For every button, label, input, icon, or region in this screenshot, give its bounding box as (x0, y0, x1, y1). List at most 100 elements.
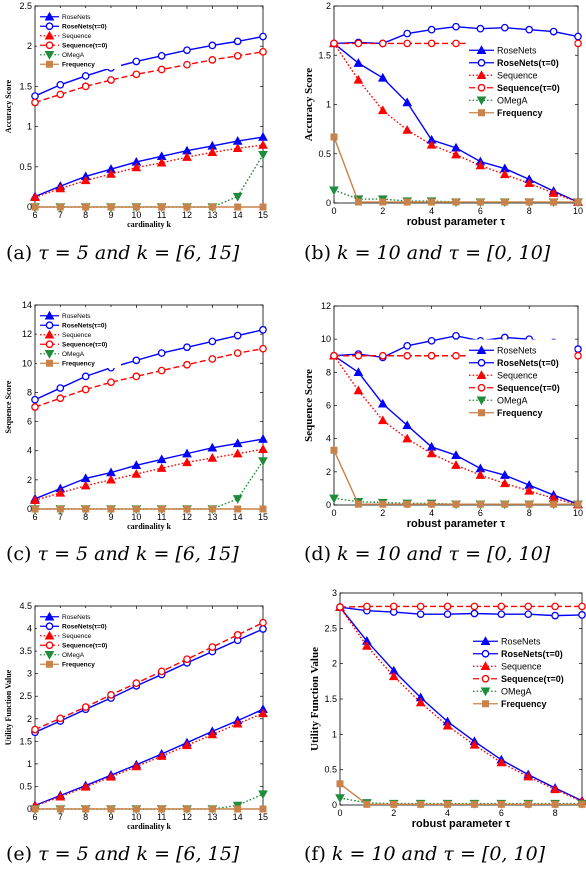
legend-label: Frequency (501, 699, 547, 709)
data-point (524, 800, 532, 808)
legend-label: Sequence(τ=0) (62, 342, 107, 349)
series-line-6 (339, 783, 582, 805)
legend-label: OMegA (501, 686, 532, 696)
x-tick-label: 14 (233, 210, 243, 220)
data-point (501, 198, 509, 206)
data-point (524, 485, 535, 495)
data-point (234, 505, 242, 513)
data-point (132, 57, 141, 66)
panel-caption: (c) τ = 5 and k = [6, 15] (6, 543, 239, 565)
legend-marker (480, 661, 491, 670)
data-point (232, 143, 243, 153)
data-point (233, 37, 242, 46)
legend-label: Sequence(τ=0) (497, 83, 560, 93)
data-point (403, 39, 412, 48)
legend-marker (476, 96, 487, 106)
legend-marker (44, 310, 55, 320)
data-point (330, 351, 338, 360)
data-point (259, 625, 267, 633)
data-point (131, 468, 142, 478)
series-line-4 (34, 51, 264, 104)
data-point (402, 125, 413, 134)
data-point (497, 610, 506, 619)
caption-label: (d) (304, 543, 337, 565)
data-point (525, 500, 533, 508)
data-point (208, 203, 216, 211)
data-point (353, 74, 364, 84)
legend-label: OMegA (497, 395, 528, 405)
panel-caption: (b) k = 10 and τ = [0, 10] (304, 242, 551, 264)
data-point (80, 480, 91, 490)
series-line-4 (34, 622, 264, 731)
data-point (56, 714, 65, 723)
data-point (258, 434, 268, 443)
legend-marker (476, 45, 487, 54)
legend-label: RoseNets(τ=0) (62, 624, 107, 631)
y-tick-label: 8 (27, 387, 32, 397)
data-point (259, 805, 267, 813)
y-tick-label: 8 (326, 367, 331, 377)
x-tick-label: 8 (527, 508, 532, 518)
data-point (426, 139, 437, 149)
data-point (377, 398, 388, 408)
data-point (107, 805, 115, 813)
data-point (82, 505, 90, 513)
data-point (476, 198, 484, 206)
data-point (183, 46, 191, 55)
series-line-2 (339, 606, 583, 617)
x-tick-label: 9 (108, 512, 113, 522)
legend-label: RoseNets (62, 14, 91, 21)
legend-label: Frequency (497, 108, 543, 118)
x-tick-label: 15 (258, 512, 268, 522)
y-tick-label: 10 (22, 358, 32, 368)
data-point (55, 487, 66, 497)
y-tick-label: 1.5 (19, 736, 32, 746)
x-tick-label: 2 (380, 206, 385, 216)
data-point (403, 351, 412, 360)
legend-label: Frequency (62, 62, 95, 69)
data-point (329, 186, 339, 196)
chart-panel-6: 0 2 4 6 8 0 0.5 1 1.5 2 2.5 3 robust parameter τ Util… (304, 588, 586, 865)
x-tick-label: 9 (108, 210, 113, 220)
x-tick-label: 9 (108, 812, 113, 822)
data-point (336, 603, 344, 611)
legend-marker (45, 41, 54, 50)
data-point (183, 360, 191, 369)
data-point (354, 351, 363, 360)
series-line-1 (34, 438, 264, 500)
legend-marker (481, 674, 490, 683)
data-point (574, 500, 582, 508)
data-point (259, 32, 267, 41)
legend-marker (476, 370, 487, 379)
panel-caption: (d) k = 10 and τ = [0, 10] (304, 543, 551, 565)
legend-marker (44, 651, 55, 660)
data-point (207, 442, 218, 452)
y-tick-label: 1 (326, 100, 331, 110)
y-axis-label: Sequence Score (303, 369, 315, 442)
x-tick-label: 6 (32, 512, 37, 522)
data-point (496, 757, 507, 767)
data-point (81, 82, 90, 91)
caption-math: k = 10 and τ = [0, 10] (337, 242, 551, 264)
data-point (106, 169, 116, 178)
data-point (208, 505, 216, 513)
legend-marker (44, 11, 55, 21)
y-tick-label: 1.5 (19, 81, 32, 91)
y-tick-label: 0.5 (19, 162, 32, 172)
data-point (207, 729, 218, 739)
x-tick-label: 11 (157, 210, 166, 220)
data-point (131, 761, 142, 771)
chart-panel-3: 6 7 8 9 10 11 12 13 14 15 0 2 4 6 8 10 12 14 cardinality k… (4, 300, 268, 565)
y-tick-label: 0 (27, 504, 32, 514)
data-point (470, 609, 479, 618)
panel-caption: (e) τ = 5 and k = [6, 15] (6, 843, 240, 865)
data-point (415, 697, 426, 707)
data-point (183, 60, 191, 69)
data-point (525, 198, 533, 206)
y-tick-label: 4.5 (19, 601, 32, 611)
legend-marker (476, 345, 487, 354)
data-point (56, 394, 65, 403)
legend-label: Sequence(τ=0) (62, 43, 107, 50)
data-point (183, 505, 191, 513)
legend-marker (44, 329, 55, 339)
